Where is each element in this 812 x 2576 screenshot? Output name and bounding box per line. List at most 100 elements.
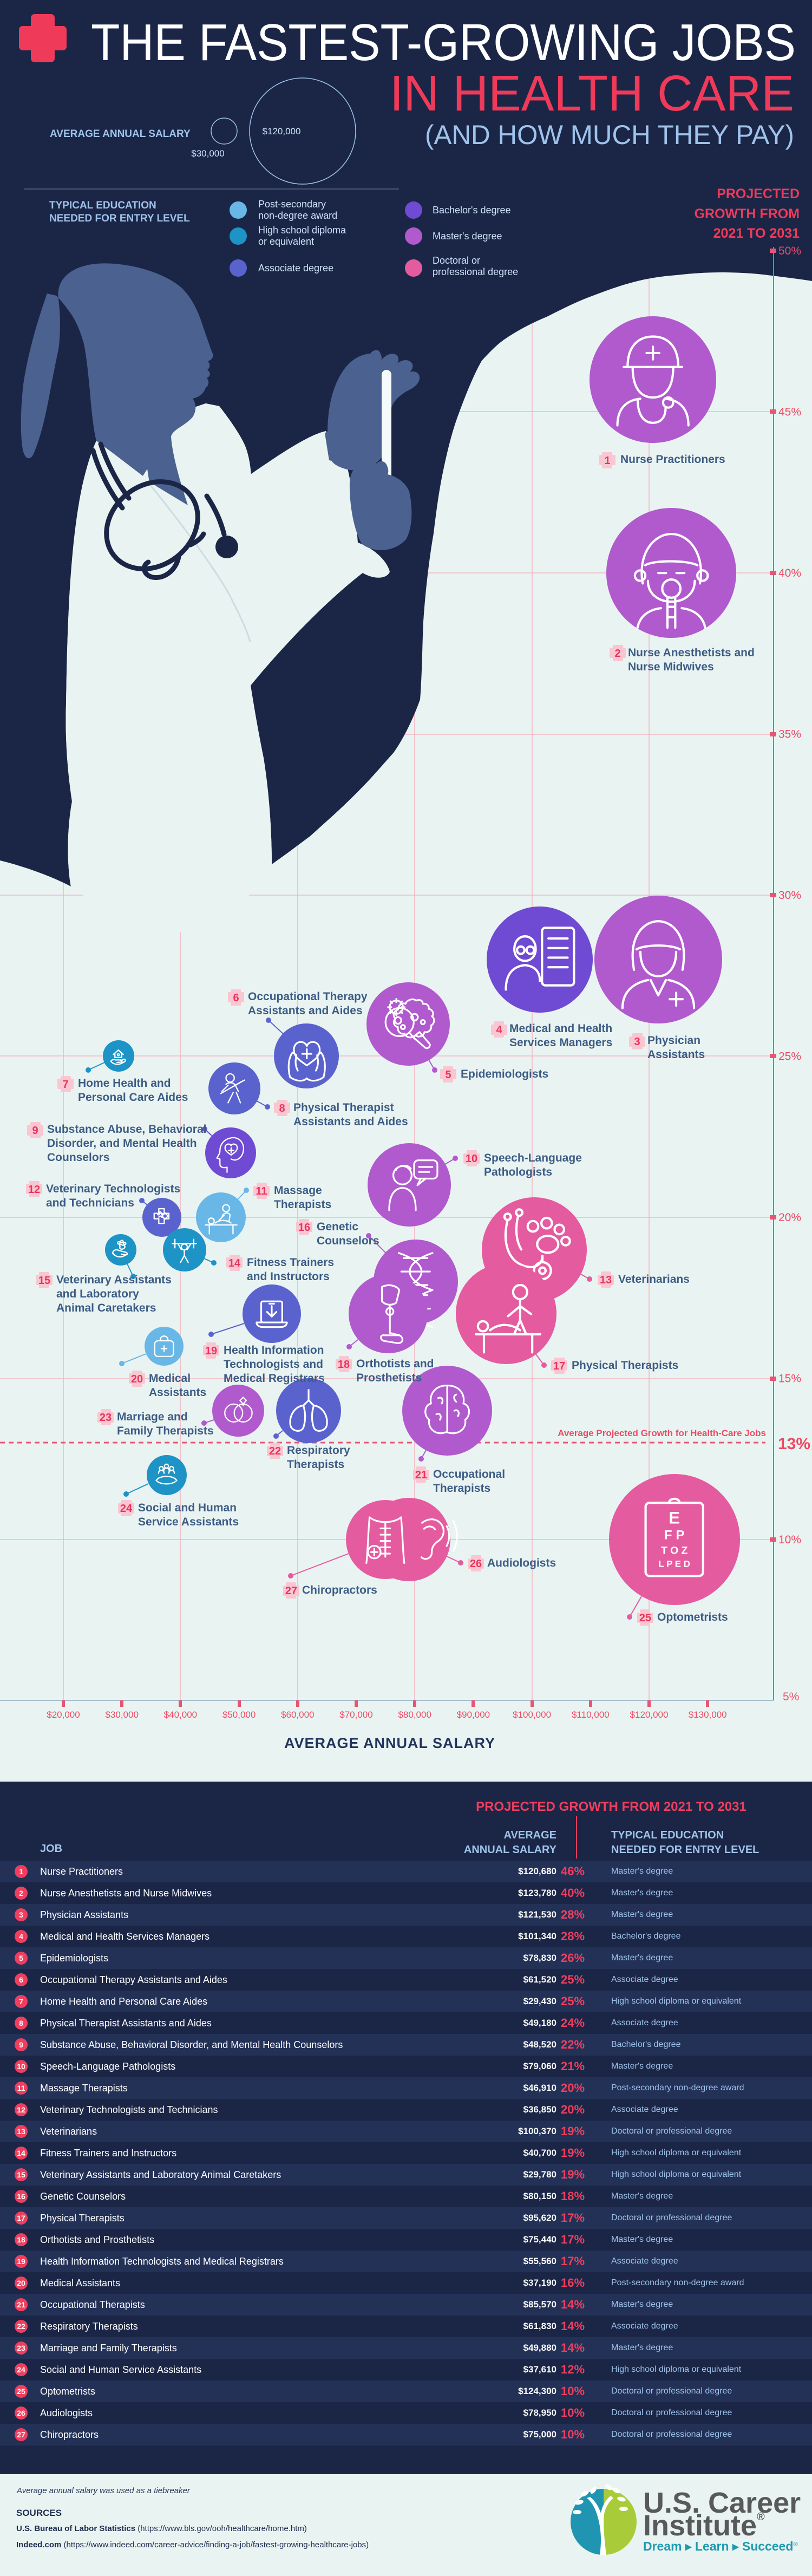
svg-text:Medical and Health: Medical and Health xyxy=(509,1022,612,1035)
svg-text:22: 22 xyxy=(269,1445,281,1457)
svg-text:Pathologists: Pathologists xyxy=(484,1166,552,1178)
svg-text:Occupational: Occupational xyxy=(433,1468,505,1481)
svg-text:Counselors: Counselors xyxy=(47,1151,110,1164)
svg-text:17: 17 xyxy=(553,1360,565,1372)
svg-text:Fitness Trainers: Fitness Trainers xyxy=(247,1256,334,1269)
svg-text:26: 26 xyxy=(470,1558,482,1570)
svg-text:45%: 45% xyxy=(778,406,801,419)
svg-text:25: 25 xyxy=(639,1612,651,1624)
svg-text:Master's degree: Master's degree xyxy=(433,231,502,242)
svg-text:$130,000: $130,000 xyxy=(689,1710,727,1720)
svg-text:7: 7 xyxy=(62,1079,68,1091)
svg-text:Social and Human: Social and Human xyxy=(138,1502,237,1514)
svg-text:professional degree: professional degree xyxy=(433,266,518,277)
svg-text:$100,000: $100,000 xyxy=(513,1710,551,1720)
svg-text:4: 4 xyxy=(496,1024,502,1036)
svg-text:Assistants: Assistants xyxy=(647,1048,705,1061)
svg-text:and Laboratory: and Laboratory xyxy=(56,1288,139,1300)
svg-text:$30,000: $30,000 xyxy=(191,148,224,159)
svg-text:Massage: Massage xyxy=(274,1184,322,1197)
svg-text:Physical Therapists: Physical Therapists xyxy=(572,1359,678,1372)
svg-text:2: 2 xyxy=(614,648,620,660)
svg-text:Bachelor's degree: Bachelor's degree xyxy=(433,205,511,216)
svg-text:Family Therapists: Family Therapists xyxy=(117,1425,214,1437)
svg-text:Nurse Midwives: Nurse Midwives xyxy=(628,661,714,673)
svg-text:Assistants and Aides: Assistants and Aides xyxy=(293,1116,408,1128)
svg-text:9: 9 xyxy=(32,1125,38,1137)
svg-text:Physician: Physician xyxy=(647,1034,700,1047)
svg-text:15: 15 xyxy=(38,1275,50,1287)
svg-text:Epidemiologists: Epidemiologists xyxy=(461,1068,548,1080)
svg-text:Service Assistants: Service Assistants xyxy=(138,1516,239,1528)
svg-text:Marriage and: Marriage and xyxy=(117,1411,188,1423)
svg-text:Therapists: Therapists xyxy=(287,1458,344,1471)
svg-text:40%: 40% xyxy=(778,567,801,579)
svg-text:TYPICAL EDUCATION: TYPICAL EDUCATION xyxy=(49,200,156,211)
svg-text:Veterinary Technologists: Veterinary Technologists xyxy=(46,1183,180,1195)
svg-text:Orthotists and: Orthotists and xyxy=(356,1358,434,1370)
svg-text:L P E D: L P E D xyxy=(658,1558,690,1569)
svg-text:Respiratory: Respiratory xyxy=(287,1444,350,1457)
svg-text:27: 27 xyxy=(285,1585,297,1597)
svg-text:$50,000: $50,000 xyxy=(222,1710,256,1720)
svg-text:PROJECTED: PROJECTED xyxy=(717,186,800,201)
svg-text:$120,000: $120,000 xyxy=(630,1710,669,1720)
svg-text:Technologists and: Technologists and xyxy=(224,1358,323,1371)
svg-text:AVERAGE ANNUAL SALARY: AVERAGE ANNUAL SALARY xyxy=(284,1735,495,1751)
svg-text:20%: 20% xyxy=(778,1211,801,1224)
svg-text:Disorder, and Mental Health: Disorder, and Mental Health xyxy=(47,1137,197,1150)
svg-text:$90,000: $90,000 xyxy=(457,1710,490,1720)
svg-text:Chiropractors: Chiropractors xyxy=(302,1584,377,1596)
svg-text:5%: 5% xyxy=(783,1691,799,1703)
svg-text:Optometrists: Optometrists xyxy=(657,1611,728,1623)
svg-text:Institute®: Institute® xyxy=(643,2509,765,2542)
svg-text:IN HEALTH CARE: IN HEALTH CARE xyxy=(390,65,794,121)
svg-text:Veterinary Assistants: Veterinary Assistants xyxy=(56,1274,172,1286)
svg-text:13: 13 xyxy=(600,1274,612,1286)
svg-text:Speech-Language: Speech-Language xyxy=(484,1152,582,1164)
svg-text:Therapists: Therapists xyxy=(274,1198,331,1211)
svg-text:35%: 35% xyxy=(778,728,801,741)
svg-text:Audiologists: Audiologists xyxy=(487,1557,556,1569)
svg-text:T O Z: T O Z xyxy=(661,1545,688,1556)
svg-text:Genetic: Genetic xyxy=(317,1221,358,1233)
svg-text:AVERAGE ANNUAL SALARY: AVERAGE ANNUAL SALARY xyxy=(50,128,191,140)
svg-text:18: 18 xyxy=(338,1359,350,1371)
svg-text:Medical Registrars: Medical Registrars xyxy=(224,1372,325,1385)
svg-text:Personal Care Aides: Personal Care Aides xyxy=(78,1091,188,1104)
svg-text:and Instructors: and Instructors xyxy=(247,1270,330,1283)
svg-text:non-degree award: non-degree award xyxy=(258,210,337,221)
svg-text:Nurse Anesthetists and: Nurse Anesthetists and xyxy=(628,647,755,659)
svg-text:11: 11 xyxy=(256,1185,267,1197)
svg-text:21: 21 xyxy=(415,1469,427,1481)
svg-text:or equivalent: or equivalent xyxy=(258,236,314,247)
svg-text:10%: 10% xyxy=(778,1534,801,1546)
svg-text:Animal Caretakers: Animal Caretakers xyxy=(56,1302,156,1314)
svg-text:Substance Abuse, Behavioral: Substance Abuse, Behavioral xyxy=(47,1123,206,1136)
svg-text:$70,000: $70,000 xyxy=(339,1710,372,1720)
svg-text:Occupational Therapy: Occupational Therapy xyxy=(248,990,368,1003)
svg-text:$40,000: $40,000 xyxy=(164,1710,197,1720)
svg-text:30%: 30% xyxy=(778,889,801,902)
svg-text:Therapists: Therapists xyxy=(433,1482,490,1495)
svg-text:High school diploma: High school diploma xyxy=(258,225,346,236)
svg-text:Counselors: Counselors xyxy=(317,1235,379,1247)
svg-text:F P: F P xyxy=(664,1528,685,1543)
svg-text:Associate degree: Associate degree xyxy=(258,263,333,273)
svg-text:$60,000: $60,000 xyxy=(281,1710,314,1720)
svg-text:Health Information: Health Information xyxy=(224,1344,324,1357)
svg-text:$20,000: $20,000 xyxy=(47,1710,80,1720)
svg-text:24: 24 xyxy=(120,1503,133,1515)
svg-text:$110,000: $110,000 xyxy=(572,1710,610,1720)
svg-text:23: 23 xyxy=(100,1412,112,1424)
svg-text:Assistants and Aides: Assistants and Aides xyxy=(248,1005,363,1017)
svg-text:Services Managers: Services Managers xyxy=(509,1036,612,1049)
svg-text:Medical: Medical xyxy=(149,1372,191,1385)
svg-text:Post-secondary: Post-secondary xyxy=(258,199,326,210)
svg-text:2021 TO 2031: 2021 TO 2031 xyxy=(713,226,800,241)
svg-text:19: 19 xyxy=(205,1345,217,1357)
svg-text:E: E xyxy=(669,1509,680,1528)
svg-text:Doctoral or: Doctoral or xyxy=(433,255,480,266)
svg-text:14: 14 xyxy=(228,1257,241,1269)
svg-text:15%: 15% xyxy=(778,1373,801,1385)
